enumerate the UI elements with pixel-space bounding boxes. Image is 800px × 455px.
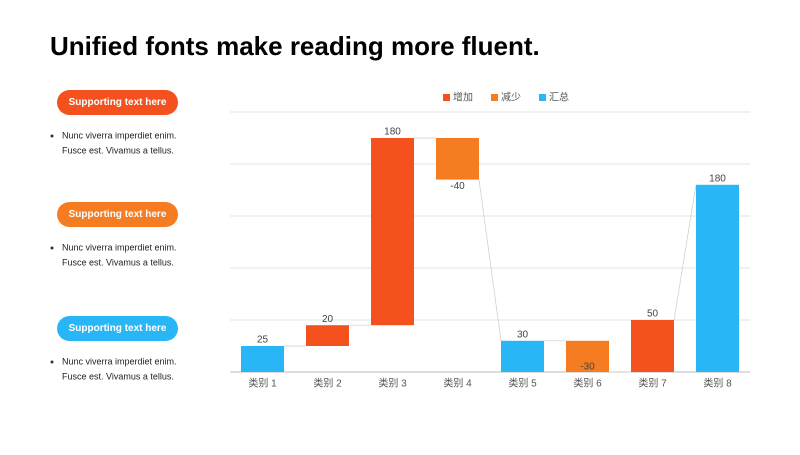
bar	[696, 184, 739, 372]
bar	[631, 320, 674, 372]
data-label: -40	[450, 181, 465, 192]
bar	[371, 138, 414, 326]
legend-swatch	[443, 94, 450, 101]
bullet-text: Fusce est. Vivamus a tellus.	[62, 257, 174, 267]
pill	[57, 316, 178, 341]
x-tick-label: 类别 4	[443, 377, 472, 390]
bullet-text: Nunc viverra imperdiet enim.	[62, 356, 177, 366]
data-label: -30	[580, 362, 595, 373]
bullet-text: Fusce est. Vivamus a tellus.	[62, 145, 174, 155]
bullet-text: Nunc viverra imperdiet enim.	[62, 242, 177, 252]
bullet	[50, 246, 54, 250]
x-tick-label: 类别 6	[573, 377, 602, 390]
connector	[673, 184, 697, 321]
bar	[241, 346, 284, 372]
bullet	[50, 134, 54, 138]
legend-label: 增加	[453, 91, 473, 104]
data-label: 30	[517, 329, 529, 340]
data-label: 180	[709, 173, 726, 184]
pill-label: Supporting text here	[69, 97, 167, 108]
data-label: 50	[647, 309, 659, 320]
connector	[478, 179, 502, 341]
bullet-text: Nunc viverra imperdiet enim.	[62, 130, 177, 140]
bar	[306, 325, 349, 346]
bar	[436, 138, 479, 180]
x-tick-label: 类别 8	[703, 377, 732, 390]
x-tick-label: 类别 7	[638, 377, 667, 390]
x-tick-label: 类别 1	[248, 377, 277, 390]
pill	[57, 202, 178, 227]
slide-title: Unified fonts make reading more fluent.	[50, 31, 540, 61]
bar	[501, 340, 544, 372]
data-label: 20	[322, 314, 334, 325]
pill-label: Supporting text here	[69, 209, 167, 220]
legend-swatch	[491, 94, 498, 101]
x-tick-label: 类别 2	[313, 377, 342, 390]
pill-label: Supporting text here	[69, 323, 167, 334]
data-label: 180	[384, 127, 401, 138]
data-label: 25	[257, 335, 269, 346]
x-tick-label: 类别 5	[508, 377, 537, 390]
bullet	[50, 360, 54, 364]
bar	[566, 340, 609, 372]
bullet-text: Fusce est. Vivamus a tellus.	[62, 371, 174, 381]
legend-swatch	[539, 94, 546, 101]
pill	[57, 90, 178, 115]
legend-label: 减少	[501, 92, 521, 104]
legend-label: 汇总	[549, 91, 569, 104]
x-tick-label: 类别 3	[378, 377, 407, 390]
